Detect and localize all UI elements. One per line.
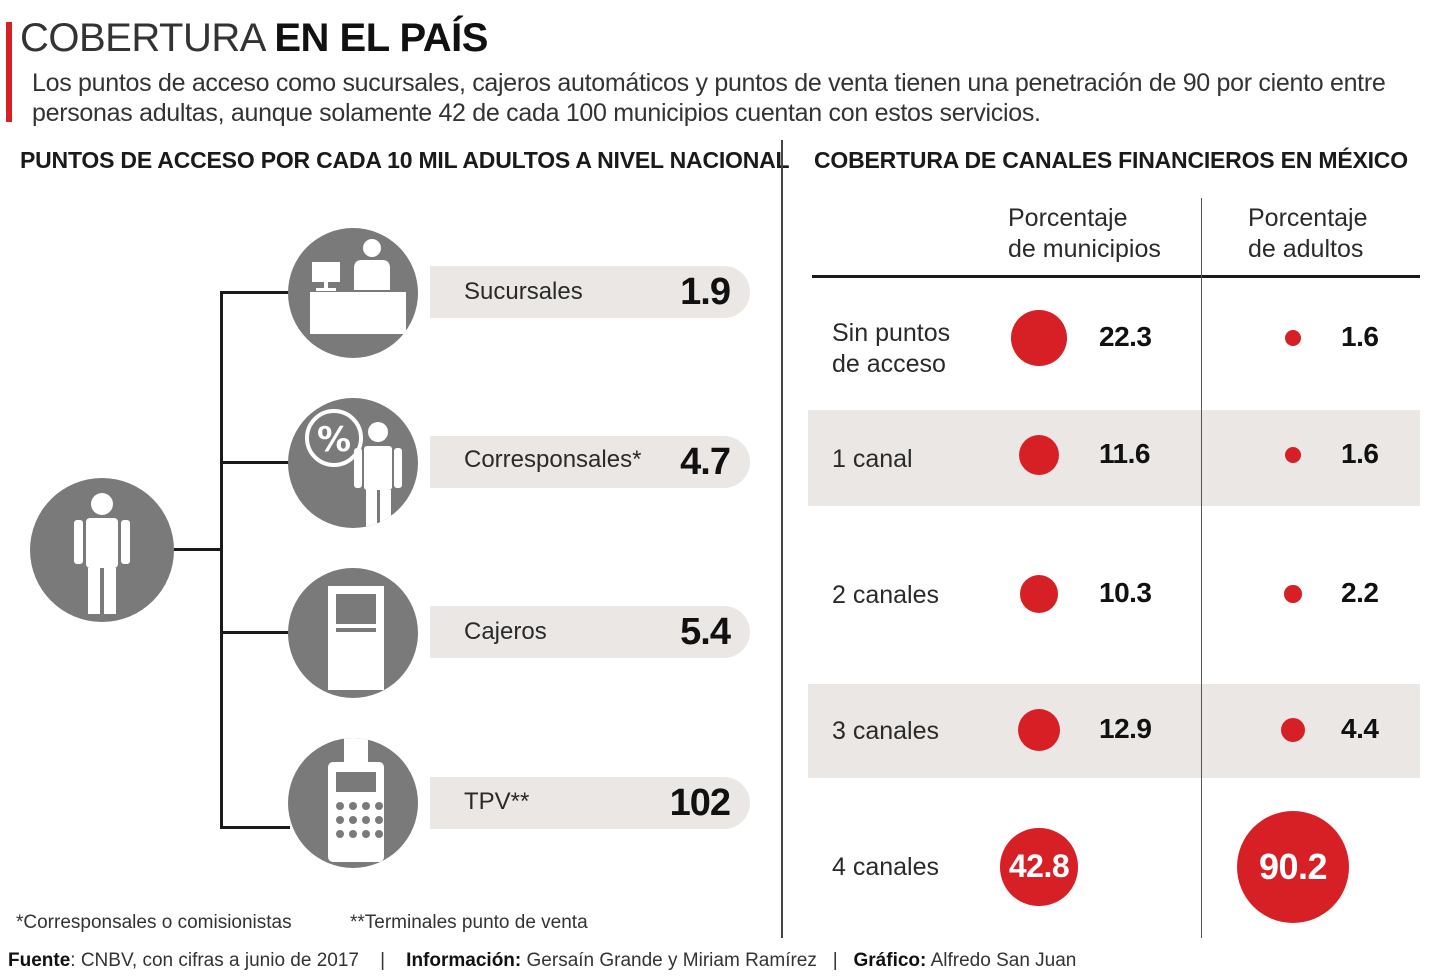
bar-label-corresponsales: Corresponsales* <box>464 446 642 473</box>
title-accent-bar <box>6 22 12 122</box>
table-column-rule <box>1201 198 1202 938</box>
bubble-label-s1-r4: 90.2 <box>1258 845 1328 887</box>
bubble-s1-r2 <box>1284 585 1302 603</box>
cajeros-icon-circle <box>288 568 418 698</box>
bar-label-sucursales: Sucursales <box>464 278 583 305</box>
col-header-municipios-line1: Porcentaje <box>1008 204 1128 232</box>
row-label-sin-puntos-line1: Sin puntos <box>832 319 951 347</box>
tree-connector-root <box>174 548 222 551</box>
bubble-label-s0-r4: 42.8 <box>1008 848 1070 885</box>
bubble-label-s0-r3: 12.9 <box>1099 713 1152 744</box>
bubble-s1-r0 <box>1285 330 1301 346</box>
bar-value-cajeros: 5.4 <box>680 611 731 653</box>
row-label-4-canales: 4 canales <box>832 853 940 881</box>
bar-label-tpv: TPV** <box>464 788 530 815</box>
footer-info-text: Gersaín Grande y Miriam Ramírez <box>526 950 817 971</box>
col-header-adultos: Porcentaje de adultos <box>1248 203 1368 265</box>
bubble-s0-r4 <box>1000 828 1078 906</box>
bubble-s0-r1 <box>1018 434 1060 476</box>
note-corresponsales: *Corresponsales o comisionistas <box>16 912 292 933</box>
tree-branch-2 <box>220 461 290 464</box>
table-header-rule <box>812 275 1420 278</box>
tree-branch-4 <box>220 826 290 829</box>
footer-info-label: Información: <box>406 950 522 971</box>
row-band-3-canales <box>808 684 1420 778</box>
bubble-s1-r1 <box>1285 447 1301 463</box>
right-section-title: COBERTURA DE CANALES FINANCIEROS EN MÉXI… <box>814 147 1408 173</box>
footer-credits: Fuente: CNBV, con cifras a junio de 2017… <box>8 950 1076 972</box>
bubble-s0-r3 <box>1017 708 1061 752</box>
row-label-2-canales: 2 canales <box>832 581 940 609</box>
sucursales-icon-circle <box>288 228 418 358</box>
corresponsales-icon-circle: % <box>288 398 418 528</box>
row-label-sin-puntos: Sin puntos de acceso <box>832 318 950 380</box>
row-label-3-canales: 3 canales <box>832 717 940 745</box>
footer-sep-2: | <box>832 950 838 971</box>
col-header-municipios-line2: de municipios <box>1008 235 1161 263</box>
bar-value-corresponsales: 4.7 <box>680 441 731 483</box>
page-subtitle: Los puntos de acceso como sucursales, ca… <box>32 69 1386 127</box>
footer-grafico-text: Alfredo San Juan <box>930 950 1077 971</box>
bar-pill-sucursales <box>430 266 750 318</box>
bubble-s0-r2 <box>1020 575 1058 613</box>
bank-counter-icon <box>310 239 406 334</box>
bubble-label-s0-r1: 11.6 <box>1099 438 1150 469</box>
bubble-label-s1-r1: 1.6 <box>1341 438 1379 469</box>
bar-pill-cajeros <box>430 606 750 658</box>
tree-trunk <box>220 291 223 829</box>
tpv-icon-circle <box>288 738 418 868</box>
footer-sep-1: | <box>380 950 386 971</box>
title-light: COBERTURA <box>20 16 264 60</box>
person-icon-circle <box>30 478 174 622</box>
svg-text:%: % <box>317 420 351 460</box>
note-tpv: **Terminales punto de venta <box>350 912 588 933</box>
col-header-adultos-line1: Porcentaje <box>1248 204 1368 232</box>
footer-fuente-text: : CNBV, con cifras a junio de 2017 <box>70 950 359 971</box>
bubble-label-s0-r0: 22.3 <box>1099 321 1152 352</box>
row-label-1-canal: 1 canal <box>832 445 913 473</box>
bar-label-cajeros: Cajeros <box>464 618 547 645</box>
footer-grafico-label: Gráfico: <box>853 950 927 971</box>
row-label-sin-puntos-line2: de acceso <box>832 350 946 378</box>
bubble-label-s0-r2: 10.3 <box>1099 577 1152 608</box>
tree-branch-3 <box>220 631 290 634</box>
column-divider <box>781 140 783 938</box>
bubble-label-s1-r3: 4.4 <box>1341 713 1379 744</box>
atm-icon <box>328 586 384 690</box>
bar-pill-tpv <box>430 777 750 829</box>
bubble-s1-r4 <box>1236 810 1350 924</box>
bar-value-tpv: 102 <box>669 782 731 824</box>
page-title: COBERTURA EN EL PAÍS <box>20 14 488 62</box>
left-section-title: PUNTOS DE ACCESO POR CADA 10 MIL ADULTOS… <box>20 147 790 173</box>
person-icon <box>74 493 130 614</box>
bubble-s0-r0 <box>1011 310 1067 366</box>
bubble-label-s1-r2: 2.2 <box>1341 577 1379 608</box>
bar-pill-corresponsales <box>430 436 750 488</box>
col-header-adultos-line2: de adultos <box>1248 235 1364 263</box>
bubble-s1-r3 <box>1280 717 1306 743</box>
footer-fuente-label: Fuente <box>8 950 71 971</box>
tree-branch-1 <box>220 291 290 294</box>
col-header-municipios: Porcentaje de municipios <box>1008 203 1161 265</box>
bar-value-sucursales: 1.9 <box>680 271 731 313</box>
pos-terminal-icon <box>328 738 384 862</box>
bubble-label-s1-r0: 1.6 <box>1341 321 1379 352</box>
percent-agent-icon: % <box>305 409 402 528</box>
row-band-1-canal <box>808 410 1420 506</box>
title-bold: EN EL PAÍS <box>274 16 488 60</box>
